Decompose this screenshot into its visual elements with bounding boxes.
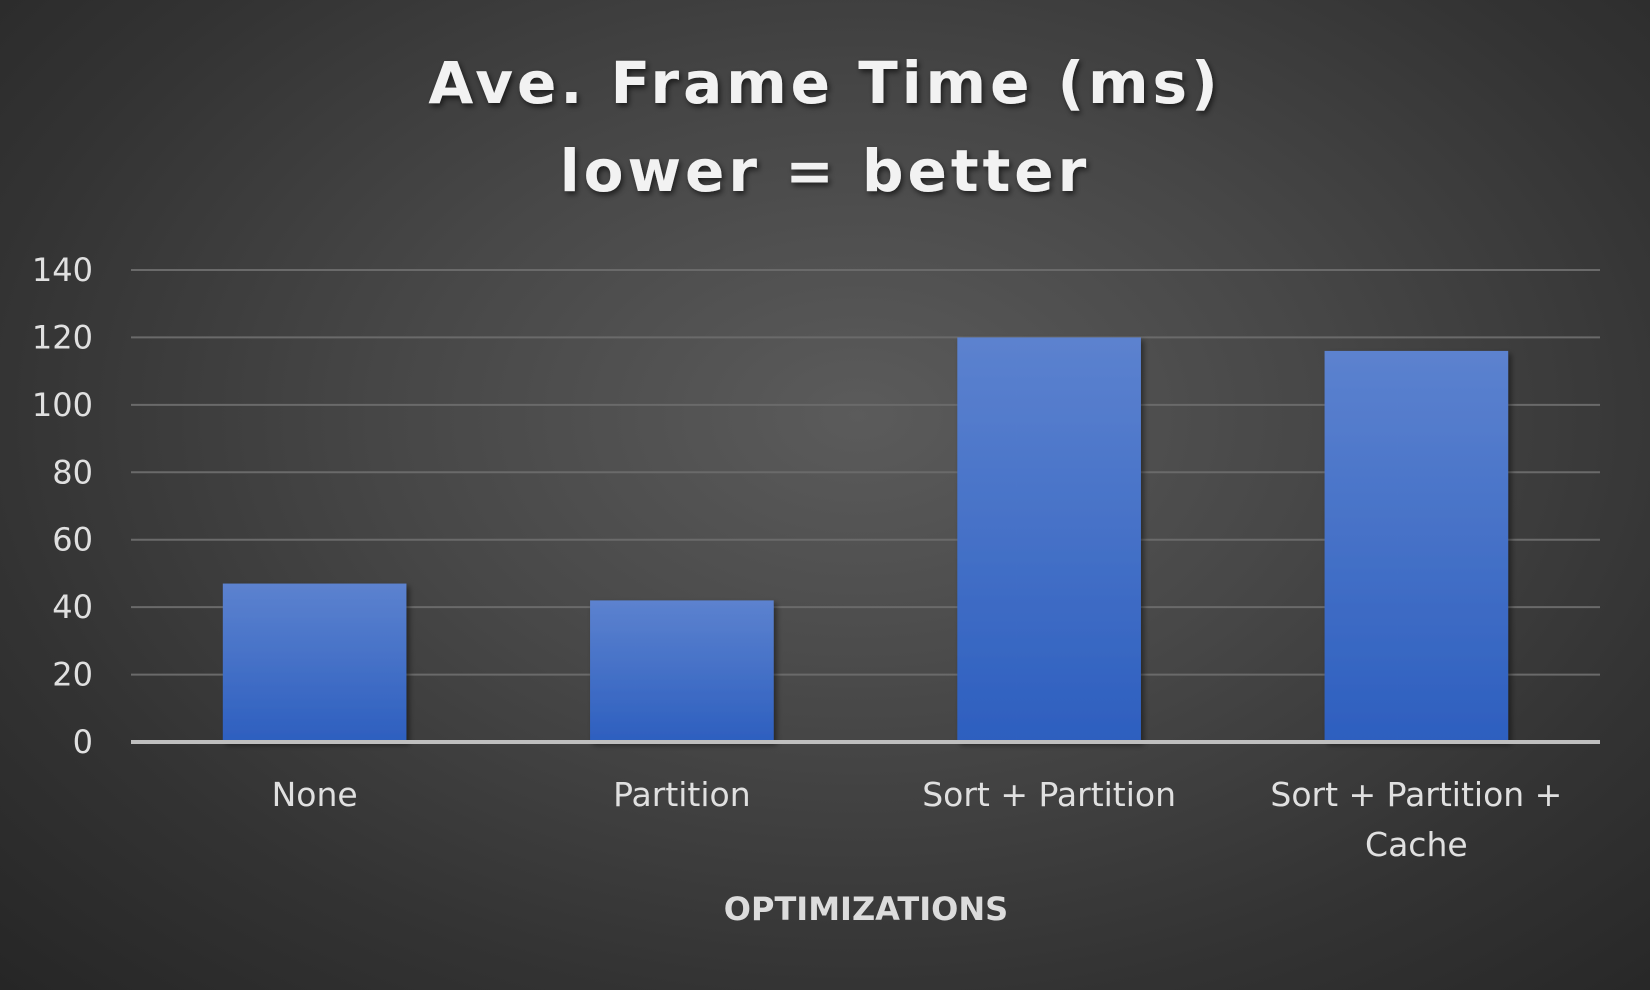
- y-tick-label: 0: [73, 723, 93, 761]
- y-tick-label: 140: [32, 251, 93, 289]
- bar: [1324, 350, 1509, 742]
- y-tick-label: 40: [52, 588, 93, 626]
- x-category-label: None: [272, 775, 358, 814]
- bars: [222, 337, 1509, 742]
- x-category-label: Partition: [613, 775, 751, 814]
- x-axis-title: OPTIMIZATIONS: [724, 890, 1008, 928]
- y-tick-label: 80: [52, 453, 93, 491]
- y-tick-label: 60: [52, 521, 93, 559]
- y-tick-label: 20: [52, 656, 93, 694]
- bar: [590, 600, 774, 742]
- x-category-label: Sort + Partition + Cache: [1270, 775, 1562, 864]
- y-tick-label: 100: [32, 386, 93, 424]
- chart-title-line-2: lower = better: [560, 137, 1090, 205]
- x-axis-categories: None Partition Sort + Partition Sort + Part…: [272, 775, 1563, 864]
- chart-title-line-1: Ave. Frame Time (ms): [428, 49, 1221, 117]
- y-axis-ticks: 0 20 40 60 80 100 120 140: [32, 251, 93, 761]
- bar: [957, 337, 1141, 742]
- bar: [222, 583, 407, 742]
- y-tick-label: 120: [32, 318, 93, 356]
- x-category-label: Sort + Partition: [922, 775, 1176, 814]
